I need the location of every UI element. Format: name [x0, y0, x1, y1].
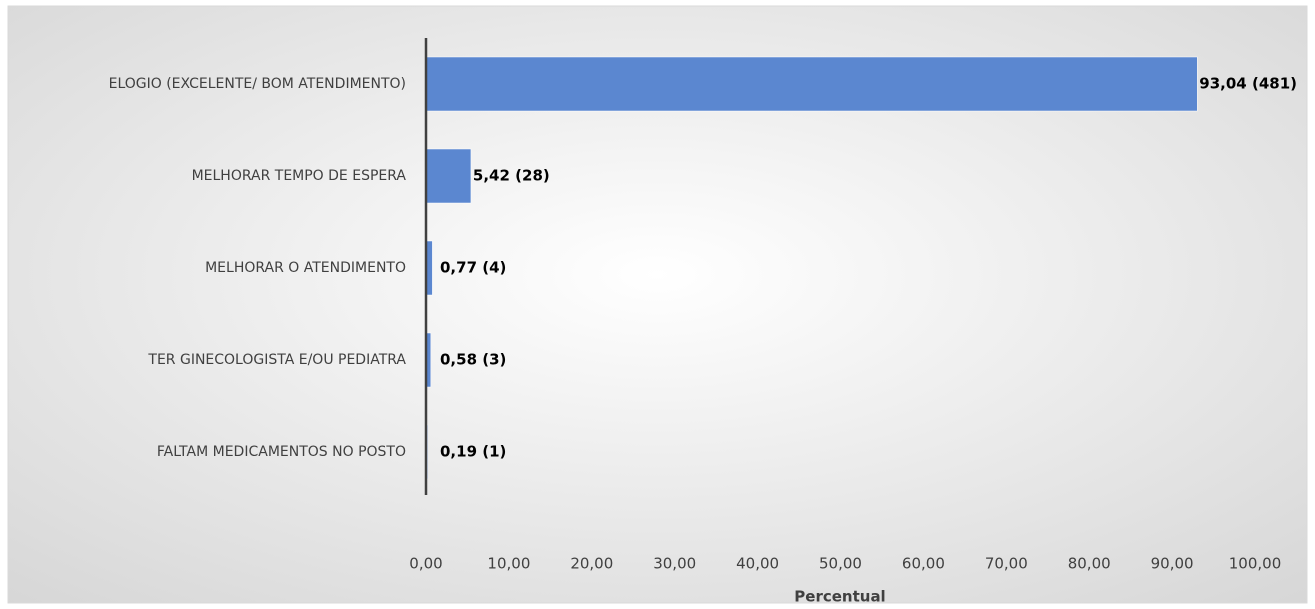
x-tick-label: 10,00 — [487, 555, 530, 573]
data-label: 0,77 (4) — [440, 259, 506, 277]
bar — [425, 56, 1198, 112]
data-label: 0,58 (3) — [440, 351, 506, 369]
x-axis-label: Percentual — [794, 588, 885, 606]
y-tick-label: TER GINECOLOGISTA E/OU PEDIATRA — [147, 352, 406, 368]
x-tick-label: 60,00 — [902, 555, 945, 573]
data-label: 5,42 (28) — [473, 167, 550, 185]
x-tick-label: 0,00 — [409, 555, 442, 573]
bar — [425, 148, 472, 204]
y-tick-label: MELHORAR O ATENDIMENTO — [205, 260, 406, 276]
x-tick-label: 90,00 — [1151, 555, 1194, 573]
y-tick-label: FALTAM MEDICAMENTOS NO POSTO — [157, 444, 406, 460]
data-label: 93,04 (481) — [1199, 75, 1297, 93]
x-tick-label: 30,00 — [653, 555, 696, 573]
x-tick-label: 100,00 — [1229, 555, 1282, 573]
x-tick-label: 20,00 — [570, 555, 613, 573]
x-tick-label: 40,00 — [736, 555, 779, 573]
x-tick-label: 50,00 — [819, 555, 862, 573]
x-tick-label: 80,00 — [1068, 555, 1111, 573]
data-label: 0,19 (1) — [440, 443, 506, 461]
y-tick-label: MELHORAR TEMPO DE ESPERA — [192, 168, 407, 184]
y-tick-label: ELOGIO (EXCELENTE/ BOM ATENDIMENTO) — [109, 76, 406, 92]
x-tick-label: 70,00 — [985, 555, 1028, 573]
